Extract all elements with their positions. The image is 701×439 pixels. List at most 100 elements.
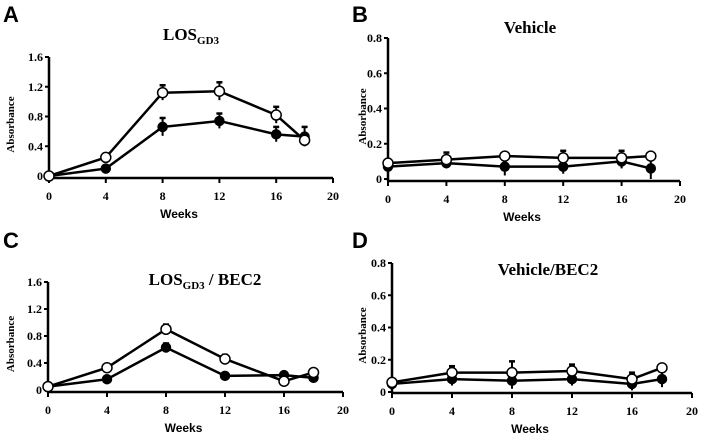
x-tick-label: 20	[686, 404, 698, 418]
data-point	[214, 115, 225, 127]
series-filled	[43, 112, 310, 182]
data-point	[557, 152, 569, 164]
x-tick-label: 4	[104, 403, 110, 417]
data-point	[645, 150, 657, 162]
title-subscript: GD3	[197, 35, 220, 47]
x-tick-label: 16	[616, 192, 628, 206]
x-tick-label: 20	[337, 403, 349, 417]
data-point	[43, 170, 55, 182]
y-tick-label: 0	[376, 172, 382, 186]
data-point	[101, 361, 113, 374]
y-tick-label: 0.8	[28, 110, 43, 124]
panel-a: A LOSGD3 0 4 8 12 16 20 0 0.4 0.8 1.2 1.6 Weeks Absorb…	[3, 2, 339, 221]
series-open	[386, 360, 668, 389]
x-tick-label: 16	[278, 403, 290, 417]
panel-d: D Vehicle/BEC2 0 4 8 12 16 20 0 0.2 0.4 0.6 0.8 Weeks…	[352, 228, 698, 436]
data-point	[566, 365, 578, 377]
series-line	[387, 160, 652, 170]
data-point	[270, 129, 282, 140]
series-line	[47, 327, 314, 388]
x-tick-label: 20	[327, 189, 339, 203]
y-axis-label: Absorbance	[357, 307, 369, 363]
data-point	[626, 373, 638, 385]
title-main: LOS	[149, 270, 183, 289]
data-point	[219, 370, 231, 382]
data-point	[656, 373, 668, 385]
y-tick-label: 1.2	[28, 80, 43, 94]
panel-c: C LOSGD3 / BEC2 0 4 8 12 16 20 0 0.4 0.8 1.2 1.6 Week…	[3, 228, 349, 435]
data-point	[100, 163, 112, 174]
y-tick-label: 1.2	[27, 302, 42, 316]
data-point	[219, 353, 231, 365]
data-point	[307, 366, 320, 379]
y-tick-label: 0	[37, 169, 43, 183]
y-tick-label: 0.2	[371, 353, 386, 367]
panel-b: B Vehicle 0 4 8 12 16 20 0 0.2 0.4 0.6 0.8 Weeks Absor…	[352, 2, 686, 224]
series-line	[48, 89, 306, 178]
y-axis-label: Absorbance	[5, 316, 17, 372]
y-axis-label: Absorbance	[5, 96, 17, 152]
data-point	[440, 153, 453, 166]
y-tick-label: 0.8	[27, 329, 42, 343]
y-tick-label: 1.6	[28, 50, 43, 64]
data-point	[101, 373, 113, 385]
data-point	[100, 151, 112, 164]
data-point	[382, 157, 394, 169]
x-tick-label: 4	[443, 192, 449, 206]
title-main: LOS	[163, 25, 197, 44]
x-tick-label: 12	[213, 189, 225, 203]
data-point	[278, 375, 290, 387]
y-tick-label: 0.6	[367, 66, 382, 80]
data-point	[213, 85, 226, 97]
y-tick-label: 0.4	[27, 356, 42, 370]
x-tick-label: 8	[160, 189, 166, 203]
x-tick-label: 0	[45, 403, 51, 417]
y-tick-label: 0.8	[371, 256, 386, 270]
x-tick-label: 20	[674, 192, 686, 206]
series-open	[42, 323, 320, 393]
x-axis-label: Weeks	[165, 421, 203, 435]
data-point	[156, 86, 169, 99]
x-tick-label: 12	[219, 403, 231, 417]
y-tick-label: 0.4	[371, 321, 386, 335]
title-main: Vehicle	[504, 18, 557, 37]
y-tick-label: 1.6	[27, 275, 42, 289]
data-point	[298, 134, 311, 147]
data-point	[386, 376, 398, 389]
title-suffix: / BEC2	[205, 270, 262, 289]
data-point	[645, 163, 657, 174]
y-axis-label: Absorbance	[357, 88, 369, 144]
y-tick-label: 0	[36, 383, 42, 397]
data-point	[160, 342, 172, 353]
data-point	[157, 121, 168, 133]
data-point	[42, 380, 54, 393]
y-tick-label: 0	[380, 385, 386, 399]
panel-title: LOSGD3 / BEC2	[149, 270, 262, 292]
data-point	[270, 109, 282, 121]
x-tick-label: 0	[389, 404, 395, 418]
x-tick-label: 0	[385, 192, 391, 206]
y-tick-label: 0.6	[371, 288, 386, 302]
data-point	[499, 161, 511, 172]
x-tick-label: 8	[509, 404, 515, 418]
x-tick-label: 16	[626, 404, 638, 418]
series-line	[391, 377, 663, 386]
x-axis-label: Weeks	[511, 422, 549, 436]
data-point	[615, 152, 628, 164]
series-open	[382, 149, 657, 169]
x-tick-label: 16	[270, 189, 282, 203]
panel-title: LOSGD3	[163, 25, 220, 47]
series-line	[47, 346, 314, 388]
x-tick-label: 4	[103, 189, 109, 203]
x-tick-label: 4	[449, 404, 455, 418]
panel-label: D	[352, 228, 368, 253]
x-axis-label: Weeks	[503, 210, 541, 224]
panel-title: Vehicle/BEC2	[498, 260, 598, 279]
panel-label: B	[352, 2, 368, 27]
y-tick-label: 0.4	[28, 139, 43, 153]
y-tick-label: 0.2	[367, 137, 382, 151]
title-subscript: GD3	[183, 280, 206, 292]
y-tick-label: 0.8	[367, 31, 382, 45]
data-point	[656, 362, 668, 374]
